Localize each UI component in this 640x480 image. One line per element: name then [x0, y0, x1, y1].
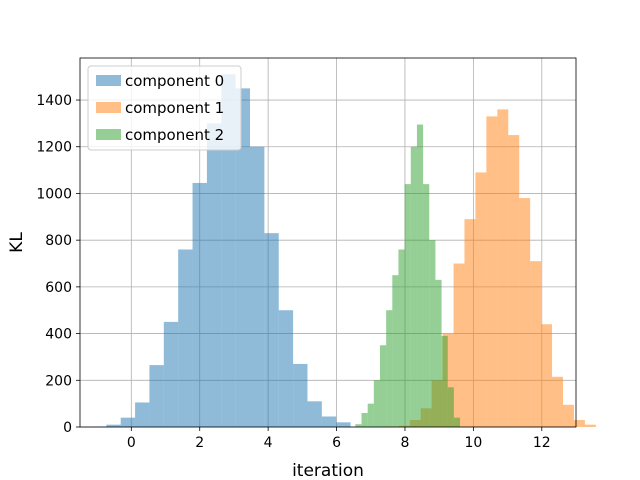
histogram-bar: [106, 424, 121, 427]
histogram-bar: [386, 310, 393, 427]
x-tick-label: 0: [127, 435, 136, 451]
legend-label: component 1: [125, 99, 224, 117]
histogram-bar: [373, 380, 380, 427]
y-tick-label: 1000: [36, 186, 72, 202]
histogram-bar: [508, 135, 520, 427]
legend-entry: component 2: [96, 126, 224, 144]
histogram-bar: [192, 182, 207, 427]
histogram-bar: [178, 249, 193, 427]
histogram-bar: [497, 109, 509, 427]
histogram-bar: [530, 261, 542, 427]
histogram-bar: [486, 116, 498, 427]
histogram-bar: [552, 376, 564, 427]
histogram-bar: [149, 365, 164, 427]
histogram-bar: [464, 219, 476, 427]
histogram-bar: [250, 146, 265, 428]
y-axis-label: KL: [7, 232, 27, 253]
histogram-bar: [392, 275, 399, 427]
x-tick-label: 6: [332, 435, 341, 451]
histogram-bar: [447, 387, 454, 427]
histogram-bar: [453, 417, 461, 427]
legend: component 0 component 1 component 2: [87, 65, 242, 151]
legend-box: [87, 65, 242, 151]
y-tick-label: 400: [45, 327, 72, 343]
histogram-bar: [435, 279, 442, 427]
y-tick-label: 0: [63, 420, 72, 436]
histogram-bar: [135, 402, 150, 427]
histogram-bar: [519, 198, 531, 427]
histogram-bar: [429, 240, 436, 427]
histogram-bar: [398, 249, 405, 427]
legend-label: component 0: [125, 72, 224, 90]
y-tick-label: 1200: [36, 140, 72, 156]
legend-swatch: [96, 129, 121, 140]
legend-label: component 2: [125, 126, 224, 144]
axis-ticks: 0 2 4 6 8 10 12 0 200 400 600 800 1000 1200 1400: [36, 93, 550, 451]
x-tick-label: 4: [264, 435, 273, 451]
histogram-bar: [573, 419, 585, 427]
legend-swatch: [96, 102, 121, 113]
x-tick-label: 10: [464, 435, 482, 451]
histogram-bar: [206, 123, 222, 428]
y-tick-label: 200: [45, 373, 72, 389]
histogram-bar: [453, 263, 465, 427]
histogram-bar: [120, 417, 136, 427]
histogram-bar: [584, 424, 596, 427]
histogram-bar: [264, 233, 279, 427]
histogram-bar: [235, 88, 251, 428]
series-1-bars: [387, 109, 596, 427]
histogram-bar: [163, 321, 179, 427]
legend-swatch: [96, 75, 121, 86]
y-tick-label: 1400: [36, 93, 72, 109]
histogram-bar: [404, 184, 411, 427]
histogram-bars: [91, 74, 596, 428]
plot-frame: [79, 57, 577, 428]
histogram-bar: [278, 310, 294, 427]
histogram-bar: [541, 324, 553, 427]
histogram-bar: [336, 422, 351, 427]
histogram-bar: [379, 345, 387, 427]
series-2-bars: [355, 124, 461, 428]
y-tick-label: 800: [45, 233, 72, 249]
histogram-bar: [442, 333, 454, 427]
x-tick-label: 8: [401, 435, 410, 451]
histogram-bar: [307, 401, 322, 427]
histogram-bar: [563, 404, 574, 427]
histogram-bar: [367, 403, 374, 427]
histogram-bar: [361, 412, 368, 427]
histogram-bar: [293, 363, 308, 427]
legend-entry: component 0: [96, 72, 224, 90]
x-tick-label: 2: [195, 435, 204, 451]
x-axis-label: iteration: [292, 461, 364, 480]
legend-entry: component 1: [96, 99, 224, 117]
histogram-bar: [321, 416, 337, 427]
y-tick-label: 600: [45, 280, 72, 296]
histogram-bar: [221, 74, 236, 428]
histogram-bar: [416, 124, 424, 428]
histogram-bar: [423, 184, 430, 427]
histogram-bar: [410, 146, 417, 428]
histogram-bar: [475, 172, 487, 427]
series-0-bars: [91, 74, 351, 428]
histogram-bar: [441, 335, 448, 427]
histogram-bar: [355, 424, 362, 427]
x-tick-label: 12: [533, 435, 551, 451]
